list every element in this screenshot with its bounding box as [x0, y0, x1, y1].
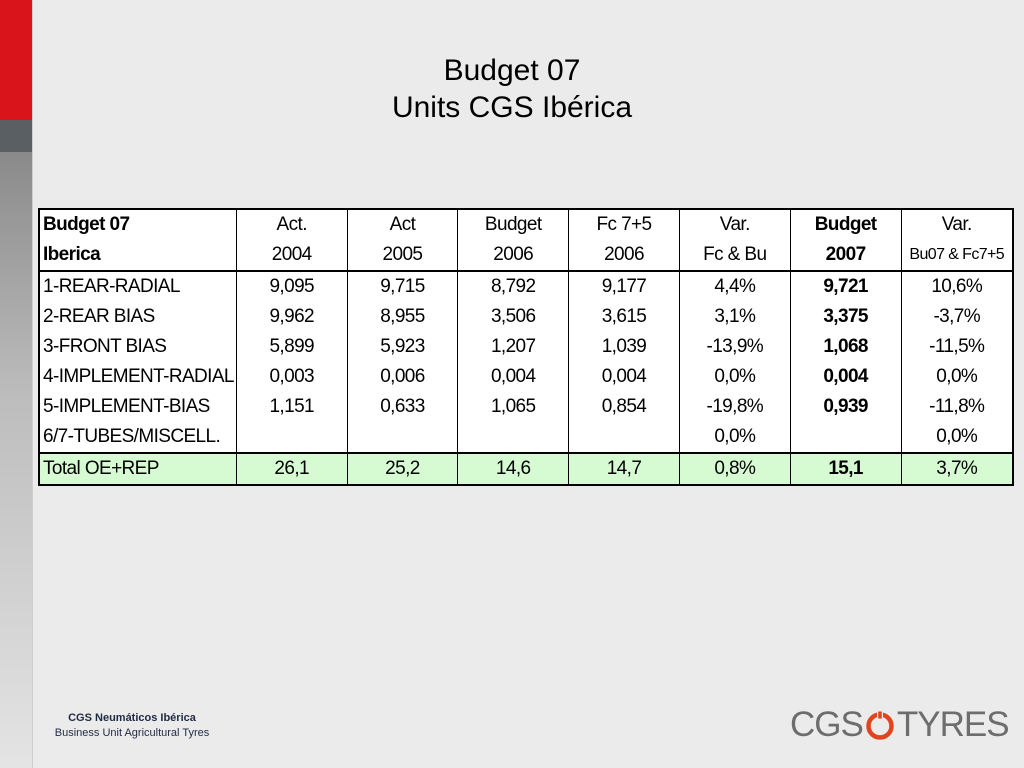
side-accent-dark — [0, 120, 32, 152]
table-cell: 0,004 — [457, 362, 570, 392]
header-cell: Budget — [789, 209, 902, 240]
footer-unit: Business Unit Agricultural Tyres — [54, 727, 210, 739]
footer-company-info: CGS Neumáticos Ibérica Business Unit Agr… — [32, 711, 232, 741]
total-label: Total OE+REP — [38, 452, 237, 485]
cgs-tyres-logo: CGS TYRES — [790, 703, 1010, 747]
table-cell: 8,792 — [457, 271, 570, 302]
header-cell: 2005 — [346, 240, 459, 272]
table-cell: 0,0% — [678, 422, 791, 453]
total-cell: 14,6 — [457, 452, 570, 485]
row-label: 1-REAR-RADIAL — [38, 271, 237, 302]
logo-text-left: CGS — [790, 705, 864, 744]
table-cell: 4,4% — [678, 271, 791, 302]
header-cell: Var. — [900, 209, 1014, 240]
logo-text-right: TYRES — [896, 705, 1010, 744]
table-cell — [789, 422, 902, 453]
total-row: Total OE+REP 26,1 25,2 14,6 14,7 0,8% 15… — [38, 452, 1014, 485]
slide-title-line2: Units CGS Ibérica — [391, 91, 633, 124]
header-row-1: Budget 07 Act. Act Budget Fc 7+5 Var. Bu… — [38, 209, 1014, 240]
row-label: 3-FRONT BIAS — [38, 332, 237, 362]
table-cell: -11,5% — [900, 332, 1014, 362]
slide-title: Budget 07 Units CGS Ibérica — [0, 52, 1024, 126]
header-cell: 2007 — [789, 240, 902, 272]
table-cell: 0,004 — [568, 362, 680, 392]
table-row: 4-IMPLEMENT-RADIAL 0,003 0,006 0,004 0,0… — [38, 362, 1014, 392]
total-cell: 0,8% — [678, 452, 791, 485]
table-cell: 1,151 — [235, 392, 348, 422]
header-cell: Iberica — [38, 240, 237, 272]
table-cell — [346, 422, 459, 453]
table-cell: -11,8% — [900, 392, 1014, 422]
table-cell: 1,207 — [457, 332, 570, 362]
table-cell: 1,039 — [568, 332, 680, 362]
footer-company: CGS Neumáticos Ibérica — [68, 712, 196, 724]
table-cell: 10,6% — [900, 271, 1014, 302]
table-cell: 9,177 — [568, 271, 680, 302]
table-cell: 0,003 — [235, 362, 348, 392]
table-row: 3-FRONT BIAS 5,899 5,923 1,207 1,039 -13… — [38, 332, 1014, 362]
header-cell: Act — [346, 209, 459, 240]
header-cell: Budget — [457, 209, 570, 240]
table-cell — [457, 422, 570, 453]
table-cell: 0,0% — [678, 362, 791, 392]
table-row: 1-REAR-RADIAL 9,095 9,715 8,792 9,177 4,… — [38, 271, 1014, 302]
table-cell: 3,1% — [678, 302, 791, 332]
table-cell: 3,375 — [789, 302, 902, 332]
side-divider — [32, 0, 33, 768]
slide-title-line1: Budget 07 — [443, 54, 581, 87]
table-cell: 3,506 — [457, 302, 570, 332]
table-cell: 0,006 — [346, 362, 459, 392]
side-accent-red — [0, 0, 32, 120]
table-cell: 0,939 — [789, 392, 902, 422]
table-cell: -19,8% — [678, 392, 791, 422]
header-cell: Budget 07 — [38, 209, 237, 240]
table-cell: 9,962 — [235, 302, 348, 332]
table-cell: 0,0% — [900, 362, 1014, 392]
header-cell: Bu07 & Fc7+5 — [900, 240, 1014, 272]
table-cell: 5,923 — [346, 332, 459, 362]
table-row: 2-REAR BIAS 9,962 8,955 3,506 3,615 3,1%… — [38, 302, 1014, 332]
row-label: 4-IMPLEMENT-RADIAL — [38, 362, 237, 392]
header-cell: 2004 — [235, 240, 348, 272]
header-cell: 2006 — [568, 240, 680, 272]
header-cell: Fc 7+5 — [568, 209, 680, 240]
total-cell: 25,2 — [346, 452, 459, 485]
row-label: 6/7-TUBES/MISCELL. — [38, 422, 237, 453]
total-cell: 15,1 — [789, 452, 902, 485]
header-cell: Act. — [235, 209, 348, 240]
header-row-2: Iberica 2004 2005 2006 2006 Fc & Bu 2007… — [38, 240, 1014, 272]
row-label: 5-IMPLEMENT-BIAS — [38, 392, 237, 422]
table-cell — [235, 422, 348, 453]
table-cell: 9,721 — [789, 271, 902, 302]
table-cell: 0,633 — [346, 392, 459, 422]
table-cell: 3,615 — [568, 302, 680, 332]
row-label: 2-REAR BIAS — [38, 302, 237, 332]
total-cell: 3,7% — [900, 452, 1014, 485]
side-accent-gradient — [0, 152, 32, 768]
header-cell: Fc & Bu — [678, 240, 791, 272]
table-cell: 0,004 — [789, 362, 902, 392]
table-cell: 8,955 — [346, 302, 459, 332]
table-cell: -3,7% — [900, 302, 1014, 332]
table-cell — [568, 422, 680, 453]
budget-table: Budget 07 Act. Act Budget Fc 7+5 Var. Bu… — [38, 208, 1014, 486]
table-cell: 9,715 — [346, 271, 459, 302]
header-cell: 2006 — [457, 240, 570, 272]
table-row: 5-IMPLEMENT-BIAS 1,151 0,633 1,065 0,854… — [38, 392, 1014, 422]
table-cell: 1,065 — [457, 392, 570, 422]
table-cell: 5,899 — [235, 332, 348, 362]
table-cell: -13,9% — [678, 332, 791, 362]
total-cell: 26,1 — [235, 452, 348, 485]
table-cell: 9,095 — [235, 271, 348, 302]
tyre-ring-icon — [866, 711, 894, 740]
table-cell: 0,0% — [900, 422, 1014, 453]
header-cell: Var. — [678, 209, 791, 240]
table-row: 6/7-TUBES/MISCELL. 0,0% 0,0% — [38, 422, 1014, 453]
total-cell: 14,7 — [568, 452, 680, 485]
table-cell: 1,068 — [789, 332, 902, 362]
table-cell: 0,854 — [568, 392, 680, 422]
